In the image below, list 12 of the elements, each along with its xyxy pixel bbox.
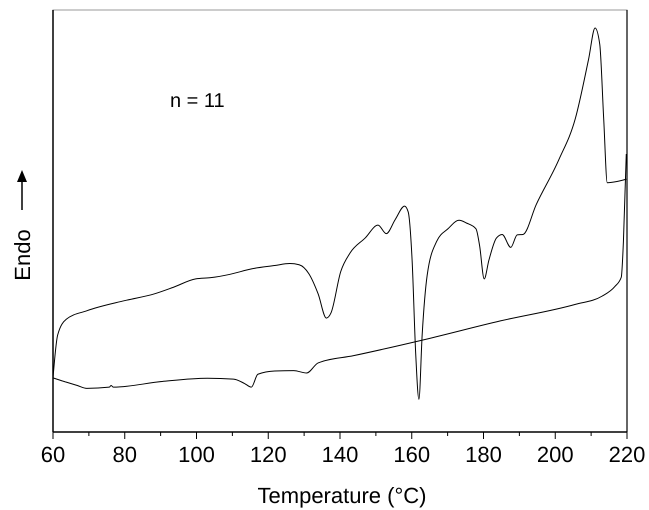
x-tick-label: 220: [608, 442, 646, 467]
y-axis-title: Endo: [10, 229, 35, 281]
x-tick-label: 60: [40, 442, 66, 467]
x-tick-label: 120: [250, 442, 287, 467]
x-axis-title: Temperature (°C): [258, 483, 426, 508]
annotation: n = 11: [170, 90, 225, 112]
x-tick-label: 180: [465, 442, 502, 467]
x-tick-label: 100: [178, 442, 215, 467]
x-tick-label: 200: [536, 442, 574, 467]
x-tick-label: 160: [393, 442, 430, 467]
x-tick-label: 140: [322, 442, 358, 467]
x-tick-label: 80: [112, 442, 137, 467]
